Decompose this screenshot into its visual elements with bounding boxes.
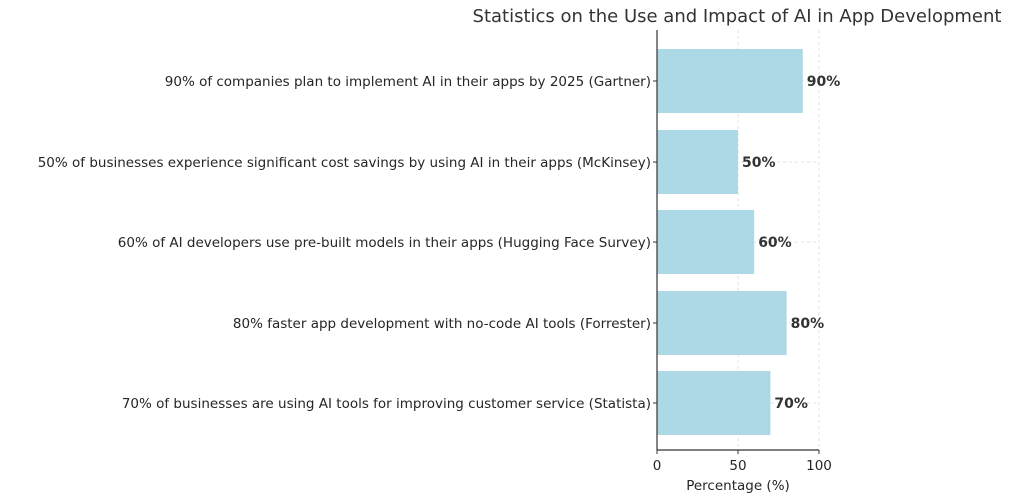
x-tick-label: 100 [806, 458, 832, 474]
category-label: 60% of AI developers use pre-built model… [118, 235, 651, 251]
bar [657, 130, 738, 194]
chart-title: Statistics on the Use and Impact of AI i… [473, 6, 1002, 27]
value-label: 70% [774, 396, 808, 412]
bar [657, 210, 755, 274]
bar [657, 371, 771, 435]
bar [657, 291, 787, 355]
x-tick-label: 0 [653, 458, 662, 474]
category-label: 50% of businesses experience significant… [38, 155, 651, 171]
x-tick-label: 50 [729, 458, 746, 474]
category-label: 80% faster app development with no-code … [233, 316, 651, 332]
labels: 0 50 100 90% of companies plan to implement… [38, 74, 841, 474]
category-label: 90% of companies plan to implement AI in… [165, 74, 651, 90]
bars [657, 49, 803, 435]
axes [653, 30, 820, 454]
category-label: 70% of businesses are using AI tools for… [122, 396, 651, 412]
x-axis-label: Percentage (%) [686, 478, 790, 494]
value-label: 90% [807, 74, 841, 90]
value-label: 50% [742, 155, 776, 171]
value-label: 60% [758, 235, 792, 251]
bar [657, 49, 803, 113]
value-label: 80% [791, 316, 825, 332]
